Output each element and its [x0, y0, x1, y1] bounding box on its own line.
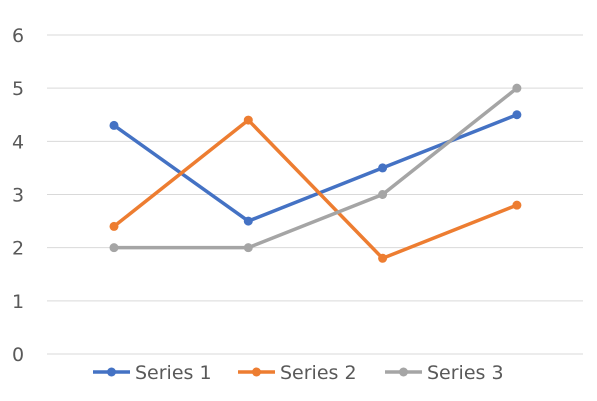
series-3-point-2: [243, 243, 253, 253]
y-axis-ticks: 0 1 2 3 4 5 6: [12, 25, 24, 366]
series-1-point-1: [109, 120, 119, 130]
series-3-line: [112, 86, 519, 250]
series-1-line: [112, 113, 519, 223]
series-3-point-1: [109, 243, 119, 253]
legend-label: Series 2: [280, 362, 357, 384]
legend-swatch-marker: [107, 367, 116, 377]
y-tick-label: 2: [12, 238, 24, 260]
series-2-point-3: [378, 253, 388, 263]
series-2-point-1: [109, 221, 119, 231]
y-tick-label: 3: [12, 185, 24, 207]
series-2-point-4: [512, 200, 522, 210]
series-3-point-4: [512, 83, 522, 93]
legend-swatch-marker: [399, 367, 408, 377]
y-tick-label: 6: [12, 25, 24, 47]
series-1-point-2: [243, 216, 253, 226]
legend-entry-3: Series 3: [385, 362, 504, 384]
y-tick-label: 4: [12, 131, 24, 153]
series-lines: [109, 83, 522, 263]
series-1: [109, 110, 522, 226]
y-tick-label: 0: [12, 344, 24, 366]
series-3-point-3: [378, 190, 388, 199]
series-2: [109, 115, 522, 263]
y-tick-label: 1: [12, 291, 24, 313]
legend-entry-2: Series 2: [238, 362, 357, 384]
series-2-line: [112, 118, 519, 261]
legend-label: Series 1: [135, 362, 212, 384]
series-1-point-3: [378, 163, 388, 173]
series-1-point-4: [512, 110, 522, 120]
legend: Series 1 Series 2 Series 3: [93, 362, 504, 384]
series-3: [109, 83, 522, 253]
y-tick-label: 5: [12, 78, 24, 100]
series-2-point-2: [243, 115, 253, 125]
legend-swatch-marker: [252, 367, 261, 377]
legend-label: Series 3: [427, 362, 504, 384]
legend-entry-1: Series 1: [93, 362, 212, 384]
